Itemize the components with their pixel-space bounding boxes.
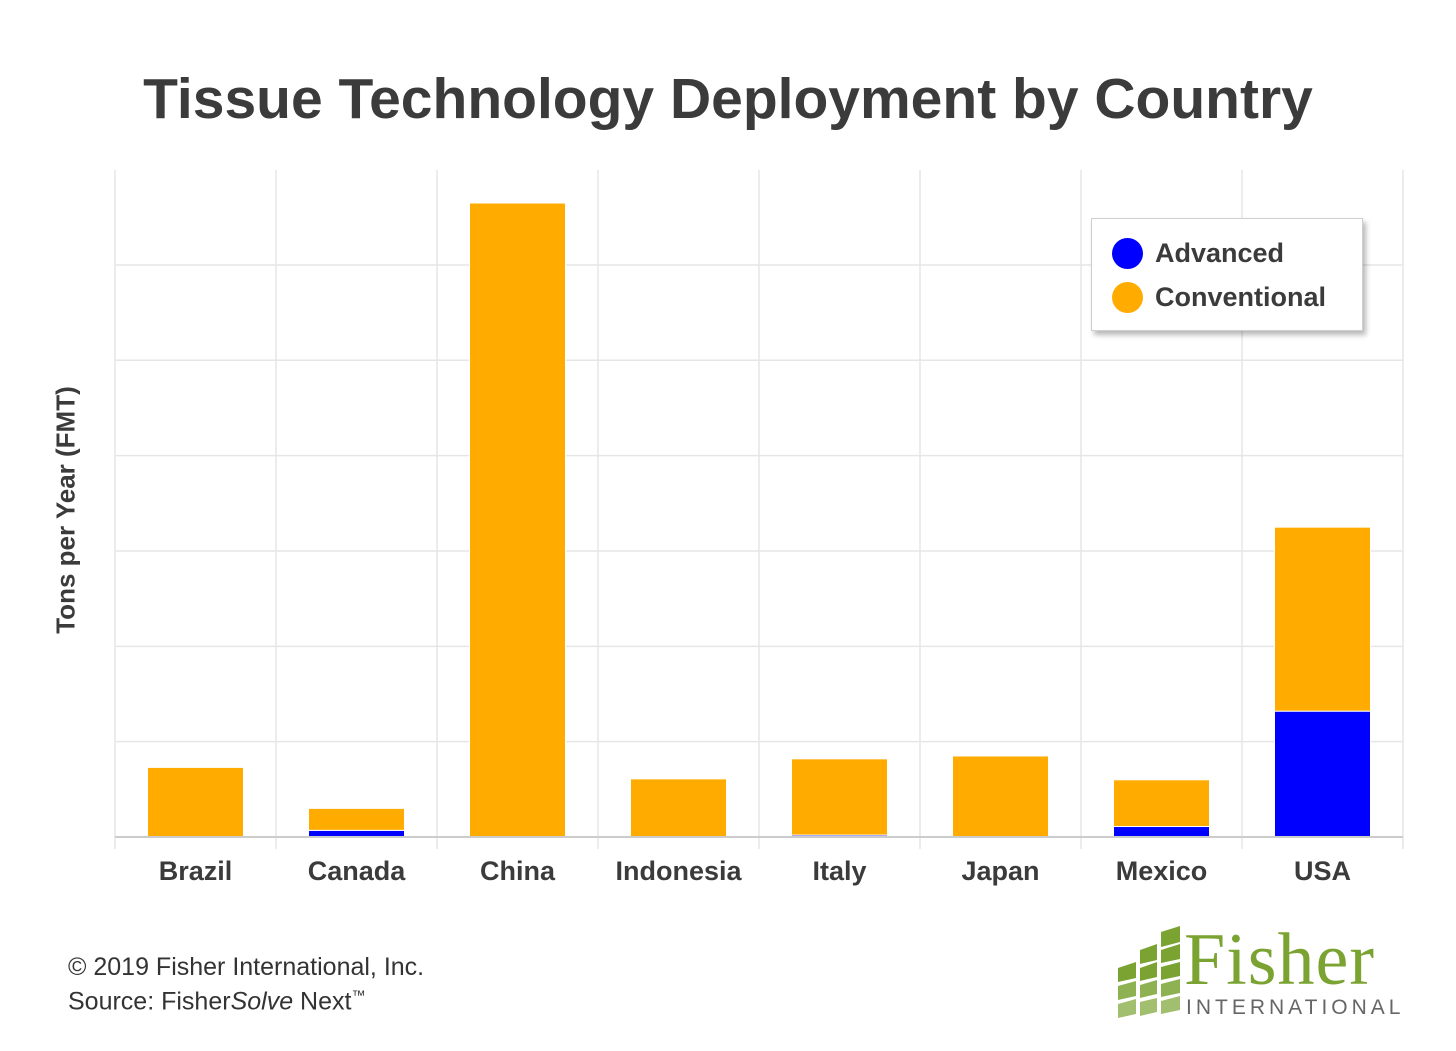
legend-swatch-conventional (1112, 281, 1143, 313)
legend-swatch-advanced (1112, 237, 1143, 269)
x-tick-label-canada: Canada (308, 856, 407, 886)
bar-conventional-china (469, 202, 566, 838)
x-tick-label-mexico: Mexico (1116, 856, 1208, 886)
bar-advanced-canada (308, 829, 405, 838)
x-tick-label-brazil: Brazil (159, 856, 233, 886)
bar-conventional-usa (1274, 526, 1371, 712)
source-text: Source: FisherSolve Next™ (68, 987, 365, 1016)
bar-advanced-mexico (1113, 826, 1210, 838)
y-axis-label: Tons per Year (FMT) (50, 386, 81, 634)
x-tick-label-italy: Italy (812, 856, 866, 886)
bar-layer (147, 202, 1371, 838)
logo-mark-icon (1118, 926, 1180, 1018)
bar-conventional-indonesia (630, 778, 727, 838)
logo-subtitle: INTERNATIONAL (1186, 996, 1405, 1019)
chart-legend: Advanced Conventional (1091, 218, 1363, 331)
logo-wordmark: Fisher (1184, 919, 1375, 1001)
x-tick-label-usa: USA (1294, 856, 1351, 886)
legend-label-conventional: Conventional (1155, 281, 1327, 312)
bar-conventional-japan (952, 755, 1049, 838)
bar-advanced-usa (1274, 710, 1371, 838)
source-suffix: Next (293, 987, 352, 1016)
legend-item-advanced: Advanced (1112, 236, 1284, 270)
legend-item-conventional: Conventional (1112, 280, 1326, 314)
x-tick-label-japan: Japan (961, 856, 1039, 886)
x-tick-label-indonesia: Indonesia (615, 856, 742, 886)
fisher-logo: Fisher INTERNATIONAL (1114, 919, 1405, 1026)
source-italic: Solve (230, 987, 294, 1016)
bar-conventional-brazil (147, 766, 244, 838)
trademark-mark: ™ (351, 987, 366, 1003)
bar-conventional-canada (308, 807, 405, 831)
x-tick-labels: Brazil Canada China Indonesia Italy Japan Mexi… (159, 856, 1351, 886)
legend-label-advanced: Advanced (1155, 237, 1285, 268)
bar-conventional-mexico (1113, 779, 1210, 828)
chart-title: Tissue Technology Deployment by Country (143, 67, 1313, 131)
bar-conventional-italy (791, 758, 888, 836)
x-tick-label-china: China (480, 856, 556, 886)
source-prefix: Source: Fisher (68, 987, 231, 1016)
copyright-text: © 2019 Fisher International, Inc. (68, 953, 425, 981)
